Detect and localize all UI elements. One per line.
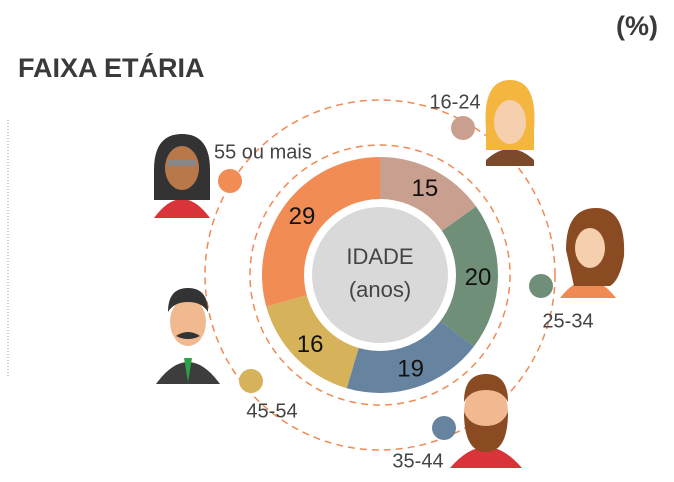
data-label: 19 [397,355,424,382]
category-dot [529,274,553,298]
data-label: 16 [297,331,324,358]
chart: FAIXA ETÁRIA (%) IDADE (anos) 15 16-24 20 2… [0,0,674,477]
category-label: 45-54 [246,400,297,422]
category-dot [432,416,456,440]
person-icon [156,288,220,384]
data-label: 15 [412,175,439,202]
category-dot [451,116,475,140]
person-icon [560,208,624,298]
data-label: 20 [465,264,492,291]
category-label: 25-34 [542,310,593,332]
category-label: 35-44 [392,450,443,472]
center-label: IDADE [346,244,413,269]
person-icon [450,374,522,468]
chart-title: FAIXA ETÁRIA [18,52,205,83]
center-disc [312,207,448,343]
person-icon [486,80,535,166]
category-dot [218,169,242,193]
category-label: 16-24 [429,91,480,113]
category-dot [239,369,263,393]
center-label: (anos) [349,277,411,302]
person-icon [154,134,210,218]
unit-label: (%) [616,11,658,41]
category-label: 55 ou mais [214,141,312,163]
data-label: 29 [289,203,316,230]
